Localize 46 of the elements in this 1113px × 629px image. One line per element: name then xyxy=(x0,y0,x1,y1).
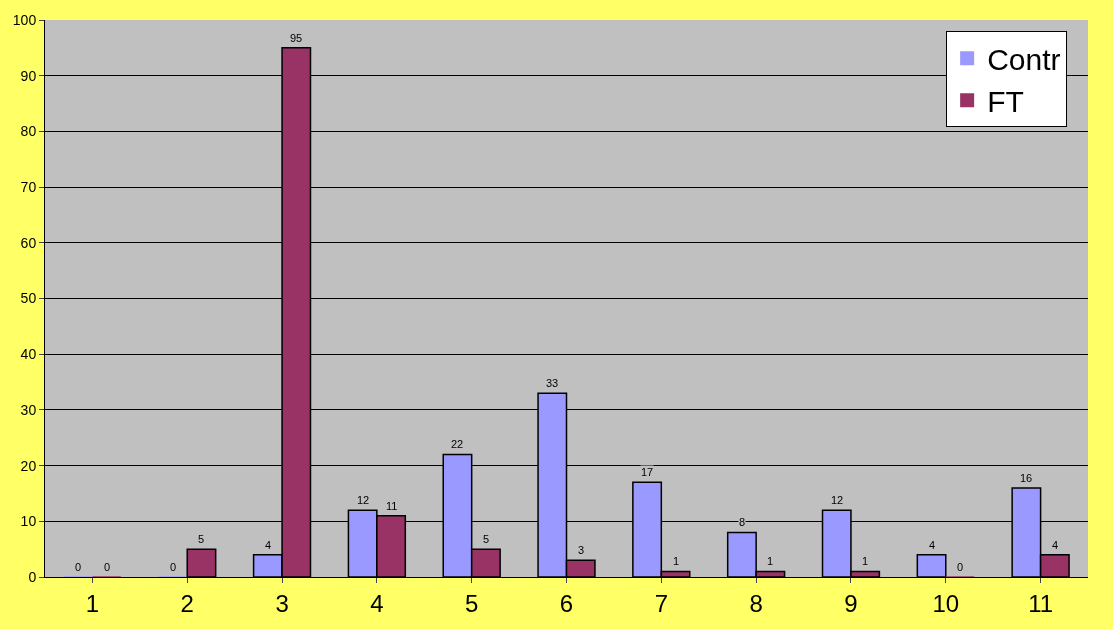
data-label: 4 xyxy=(265,539,272,551)
y-tick-label: 90 xyxy=(20,67,37,84)
data-label: 16 xyxy=(1020,472,1033,484)
data-label: 33 xyxy=(546,377,559,389)
data-label: 8 xyxy=(739,516,746,528)
data-label: 12 xyxy=(831,494,844,506)
y-tick-label: 50 xyxy=(20,290,37,307)
data-label: 5 xyxy=(198,533,205,545)
y-tick-label: 10 xyxy=(20,513,37,530)
y-tick-label: 80 xyxy=(20,123,37,140)
y-tick-label: 40 xyxy=(20,346,37,363)
data-label: 4 xyxy=(929,539,936,551)
data-label: 0 xyxy=(957,561,964,573)
x-tick-label: 9 xyxy=(844,589,858,617)
x-tick-label: 8 xyxy=(749,589,763,617)
x-tick-label: 1 xyxy=(85,589,100,617)
data-label: 95 xyxy=(290,32,303,44)
legend-label: FT xyxy=(987,84,1024,118)
x-tick-label: 6 xyxy=(559,589,574,617)
x-tick-label: 5 xyxy=(465,589,479,617)
data-label: 12 xyxy=(357,494,370,506)
data-label: 4 xyxy=(1052,539,1059,551)
y-tick-label: 30 xyxy=(20,401,37,418)
x-tick-label: 2 xyxy=(180,589,194,617)
data-label: 1 xyxy=(673,555,680,567)
data-label: 11 xyxy=(386,500,398,512)
data-label: 0 xyxy=(104,561,111,573)
x-tick-label: 11 xyxy=(1028,589,1054,617)
data-label: 22 xyxy=(451,438,464,450)
y-tick-label: 100 xyxy=(12,11,37,28)
x-tick-label: 3 xyxy=(275,589,289,617)
x-tick-label: 10 xyxy=(932,589,960,617)
data-label: 17 xyxy=(641,466,654,478)
y-tick-label: 70 xyxy=(20,179,37,195)
data-label: 3 xyxy=(578,544,585,556)
y-tick-label: 20 xyxy=(20,457,37,474)
data-label: 5 xyxy=(483,533,490,545)
legend-label: Contr xyxy=(987,42,1061,76)
x-tick-label: 7 xyxy=(654,589,668,617)
data-label: 0 xyxy=(75,561,82,573)
y-tick-label: 0 xyxy=(28,568,37,585)
x-tick-label: 4 xyxy=(370,589,384,617)
data-label: 1 xyxy=(767,555,774,567)
data-label: 0 xyxy=(170,561,177,573)
y-tick-label: 60 xyxy=(20,234,37,251)
data-label: 1 xyxy=(862,555,869,567)
